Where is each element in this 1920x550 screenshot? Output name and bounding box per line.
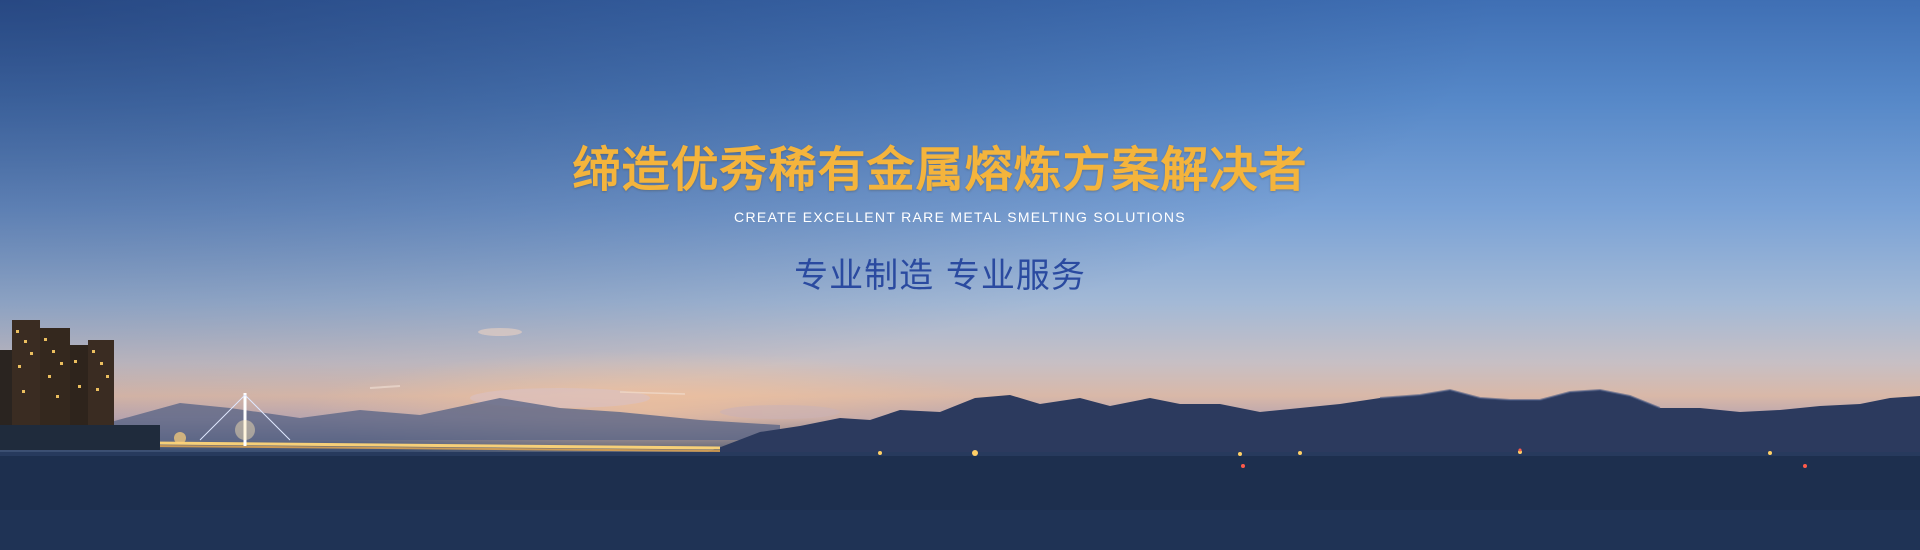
tagline: 专业制造 专业服务 xyxy=(0,248,1920,297)
far-mountains xyxy=(100,398,780,440)
headline-wrapper: 缔造优秀稀有金属熔炼方案解决者 xyxy=(0,140,1920,200)
bridge-icon xyxy=(149,393,721,452)
mountain-range-icon xyxy=(700,390,1920,458)
page-title: 缔造优秀稀有金属熔炼方案解决者 xyxy=(572,142,1308,198)
subtitle-english: CREATE EXCELLENT RARE METAL SMELTING SOL… xyxy=(734,209,1186,225)
city-skyline-icon xyxy=(0,320,160,450)
tagline-text: 专业制造 专业服务 xyxy=(794,256,1086,296)
cloud-wisps xyxy=(369,328,840,419)
